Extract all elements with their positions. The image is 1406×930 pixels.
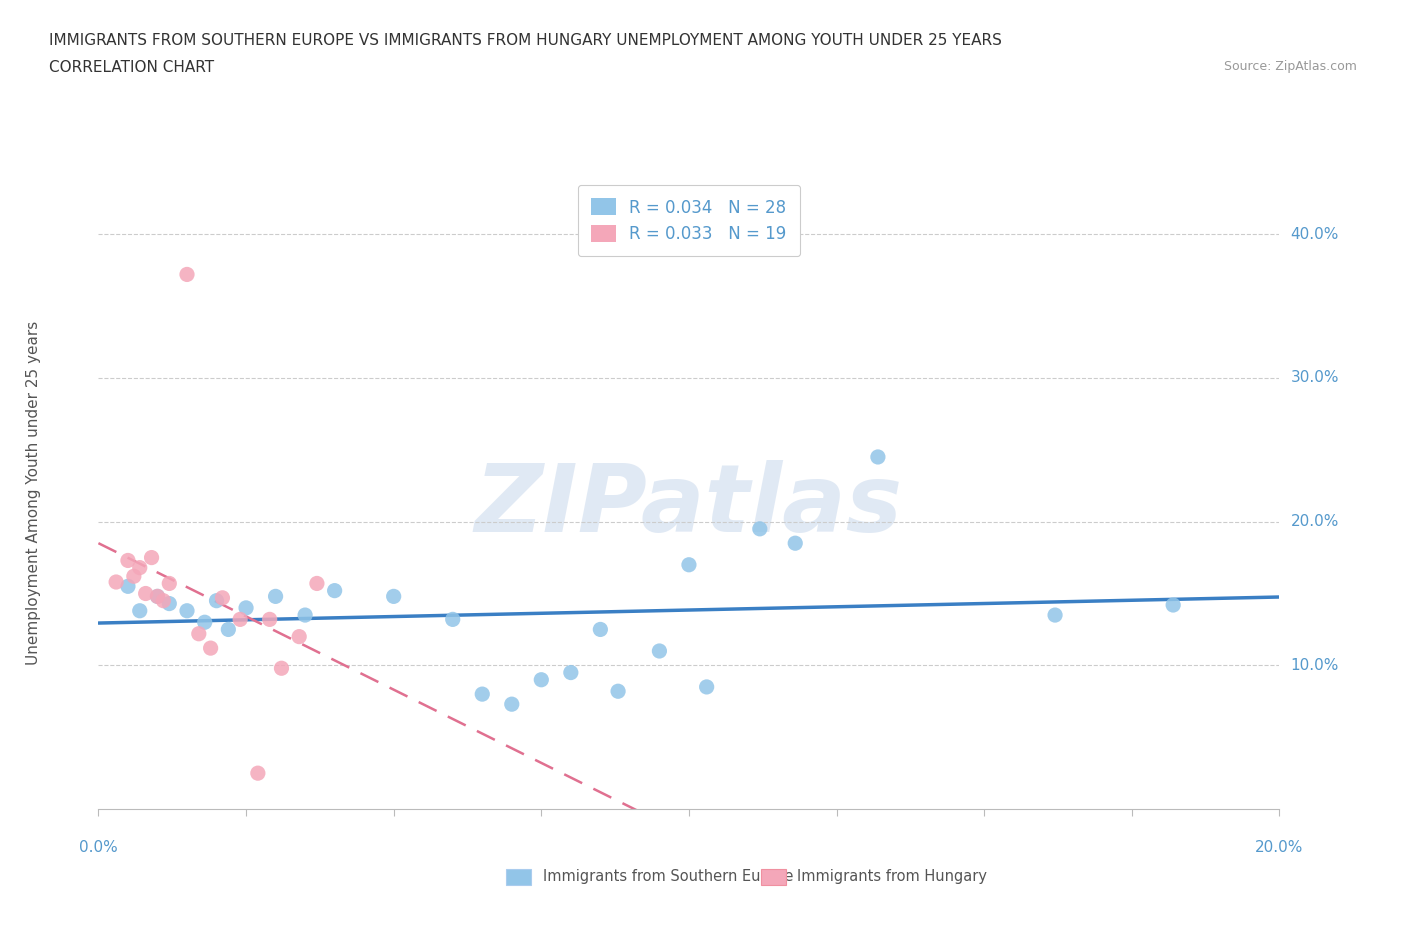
Text: ZIPatlas: ZIPatlas	[475, 459, 903, 551]
Point	[176, 267, 198, 282]
Legend: R = 0.034   N = 28, R = 0.033   N = 19: R = 0.034 N = 28, R = 0.033 N = 19	[578, 185, 800, 257]
Point	[696, 680, 718, 695]
Point	[152, 593, 174, 608]
Point	[501, 697, 523, 711]
Text: CORRELATION CHART: CORRELATION CHART	[49, 60, 214, 75]
Text: IMMIGRANTS FROM SOUTHERN EUROPE VS IMMIGRANTS FROM HUNGARY UNEMPLOYMENT AMONG YO: IMMIGRANTS FROM SOUTHERN EUROPE VS IMMIG…	[49, 33, 1002, 47]
Point	[229, 612, 252, 627]
Point	[235, 601, 257, 616]
Point	[128, 560, 150, 575]
Point	[323, 583, 346, 598]
Point	[200, 641, 222, 656]
Point	[194, 615, 217, 630]
Point	[607, 684, 630, 698]
Text: Immigrants from Hungary: Immigrants from Hungary	[797, 870, 987, 884]
Text: 10.0%: 10.0%	[1291, 658, 1339, 673]
Text: 20.0%: 20.0%	[1291, 514, 1339, 529]
Point	[141, 551, 163, 565]
Point	[259, 612, 281, 627]
Point	[146, 589, 169, 604]
Point	[785, 536, 807, 551]
Text: Immigrants from Southern Europe: Immigrants from Southern Europe	[543, 870, 793, 884]
Text: Source: ZipAtlas.com: Source: ZipAtlas.com	[1223, 60, 1357, 73]
Point	[105, 575, 128, 590]
Point	[135, 586, 157, 601]
Point	[1043, 607, 1066, 622]
Point	[288, 630, 311, 644]
Text: 30.0%: 30.0%	[1291, 370, 1339, 385]
Text: 40.0%: 40.0%	[1291, 227, 1339, 242]
Point	[187, 626, 209, 641]
Point	[122, 569, 145, 584]
Point	[117, 578, 139, 593]
Point	[176, 604, 198, 618]
Point	[246, 765, 269, 780]
Point	[748, 522, 770, 537]
Text: 0.0%: 0.0%	[79, 840, 118, 855]
Point	[211, 591, 233, 605]
Point	[270, 661, 292, 676]
Point	[305, 576, 328, 591]
Point	[382, 589, 405, 604]
Point	[146, 589, 169, 604]
Point	[471, 686, 494, 701]
Point	[441, 612, 464, 627]
Point	[157, 576, 180, 591]
Point	[117, 553, 139, 568]
Point	[648, 644, 671, 658]
Point	[866, 449, 889, 464]
Point	[294, 607, 316, 622]
Point	[589, 622, 612, 637]
Point	[1161, 598, 1184, 613]
Point	[128, 604, 150, 618]
Point	[157, 596, 180, 611]
Point	[205, 593, 228, 608]
Text: 20.0%: 20.0%	[1256, 840, 1303, 855]
Point	[678, 557, 700, 572]
Point	[530, 672, 553, 687]
Point	[264, 589, 287, 604]
Point	[560, 665, 582, 680]
Text: Unemployment Among Youth under 25 years: Unemployment Among Youth under 25 years	[25, 321, 41, 665]
Point	[217, 622, 239, 637]
